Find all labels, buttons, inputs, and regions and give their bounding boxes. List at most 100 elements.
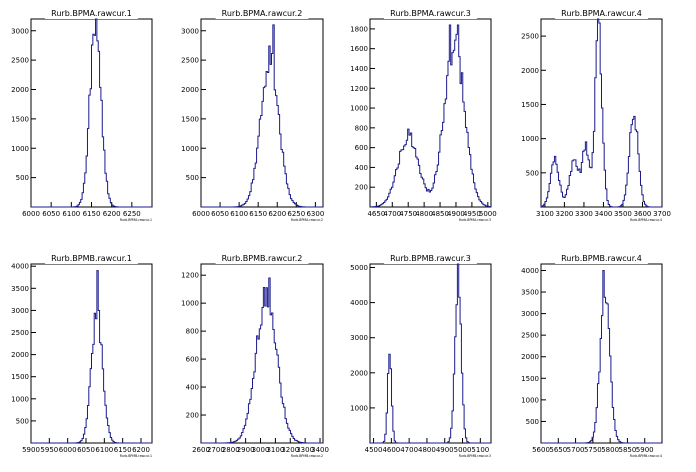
panel-title: Rurb.BPMB.rawcur.1 [51, 254, 132, 263]
y-tick-label: 800 [355, 124, 368, 132]
x-tick-label: 3400 [311, 446, 329, 454]
x-tick-label: 6300 [306, 210, 324, 218]
x-tick-label: 5800 [601, 446, 619, 454]
y-tick-label: 1000 [11, 145, 29, 153]
y-tick-label: 2000 [350, 369, 368, 377]
x-tick-label: 4900 [436, 446, 454, 454]
y-tick-label: 2500 [11, 329, 29, 337]
y-tick-label: 1000 [521, 396, 539, 404]
x-tick-label: 6150 [249, 210, 267, 218]
x-tick-label: 3000 [252, 446, 270, 454]
histogram-series [201, 24, 323, 208]
x-tick-label: 3400 [595, 210, 613, 218]
x-tick-label: 6250 [287, 210, 305, 218]
panel-title: Rurb.BPMA.rawcur.3 [390, 9, 471, 18]
y-tick-label: 1800 [350, 25, 368, 33]
y-tick-label: 1600 [350, 45, 368, 53]
y-tick-label: 1000 [521, 135, 539, 143]
y-tick-label: 2000 [181, 86, 199, 94]
y-tick-label: 600 [186, 356, 199, 364]
x-tick-label: 3100 [536, 210, 554, 218]
x-tick-label: 5750 [584, 446, 602, 454]
x-tick-label: 5900 [22, 446, 40, 454]
y-tick-label: 3000 [521, 310, 539, 318]
histogram-series [540, 18, 662, 208]
y-tick-label: 1200 [181, 272, 199, 280]
y-tick-label: 2500 [521, 332, 539, 340]
x-tick-label: 4700 [383, 210, 401, 218]
y-tick-label: 1500 [181, 115, 199, 123]
y-tick-label: 3500 [11, 285, 29, 293]
title-box [384, 7, 477, 19]
y-tick-label: 1500 [11, 373, 29, 381]
x-axis-label: Rurb.BPMB.rawcur.2 [291, 454, 323, 458]
y-tick-label: 600 [355, 144, 368, 152]
title-box [215, 7, 309, 19]
y-tick-label: 1500 [11, 115, 29, 123]
histogram-panel-2: Rurb.BPMA.rawcur.2 6000 6050 6100 6150 6200 62… [181, 7, 324, 222]
histogram-panel-3: Rurb.BPMA.rawcur.34650470047504800485049… [350, 7, 497, 222]
x-tick-label: 5600 [532, 446, 550, 454]
y-tick-label: 2000 [11, 351, 29, 359]
y-tick-label: 3000 [181, 27, 199, 35]
y-tick-label: 500 [16, 417, 29, 425]
y-tick-label: 1000 [181, 145, 199, 153]
x-tick-label: 2900 [237, 446, 255, 454]
y-tick-label: 1000 [181, 300, 199, 308]
histogram-panel-8: Rurb.BPMB.rawcur.4 5600 5650 5700 5750 5800 58… [521, 252, 663, 458]
x-tick-label: 6200 [103, 210, 121, 218]
y-tick-label: 200 [186, 412, 199, 420]
y-tick-label: 5000 [350, 264, 368, 272]
y-tick-label: 1500 [521, 101, 539, 109]
x-tick-label: 6000 [59, 446, 77, 454]
panel-title: Rurb.BPMB.rawcur.2 [222, 254, 303, 263]
plot-frame [200, 263, 324, 444]
panel-title: Rurb.BPMA.rawcur.2 [222, 9, 303, 18]
x-tick-label: 3200 [281, 446, 299, 454]
histogram-series [31, 18, 152, 208]
plot-frame [540, 18, 663, 208]
x-tick-label: 6050 [211, 210, 229, 218]
x-tick-label: 5100 [471, 446, 489, 454]
x-tick-label: 5000 [454, 446, 472, 454]
y-tick-label: 3000 [11, 307, 29, 315]
x-tick-label: 4850 [431, 210, 449, 218]
y-tick-label: 2500 [181, 57, 199, 65]
y-tick-label: 500 [186, 174, 199, 182]
y-tick-label: 2500 [521, 33, 539, 41]
title-box [45, 252, 138, 264]
histogram-series [369, 24, 492, 208]
x-axis-label: Rurb.BPMB.rawcur.3 [459, 454, 491, 458]
x-tick-label: 6000 [192, 210, 210, 218]
panel-title: Rurb.BPMB.rawcur.4 [561, 254, 642, 263]
y-tick-label: 500 [526, 418, 539, 426]
x-axis-label: Rurb.BPMA.rawcur.4 [630, 218, 662, 222]
x-tick-label: 3300 [575, 210, 593, 218]
x-tick-label: 3100 [266, 446, 284, 454]
x-tick-label: 6250 [123, 210, 141, 218]
histogram-panel-4: Rurb.BPMA.rawcur.4 3100 3200 3300 3400 3500 36… [521, 7, 671, 222]
plot-frame [540, 263, 663, 444]
x-tick-label: 3600 [634, 210, 652, 218]
y-tick-label: 500 [526, 169, 539, 177]
y-tick-label: 1400 [350, 65, 368, 73]
y-tick-label: 3000 [350, 334, 368, 342]
x-tick-label: 2600 [192, 446, 210, 454]
x-axis-label: Rurb.BPMB.rawcur.1 [120, 454, 152, 458]
histogram-series [541, 269, 662, 444]
y-tick-label: 2500 [11, 57, 29, 65]
x-tick-label: 3700 [653, 210, 671, 218]
histogram-series [201, 277, 323, 444]
histogram-panel-5: Rurb.BPMB.rawcur.1 5900 5950 6000 6050 6100 61… [11, 252, 153, 458]
x-tick-label: 5900 [636, 446, 654, 454]
y-tick-label: 400 [186, 384, 199, 392]
y-tick-label: 800 [186, 328, 199, 336]
x-tick-label: 5000 [479, 210, 497, 218]
x-tick-label: 3300 [296, 446, 314, 454]
x-tick-label: 3200 [556, 210, 574, 218]
panel-title: Rurb.BPMA.rawcur.1 [51, 9, 132, 18]
y-tick-label: 1000 [350, 105, 368, 113]
y-tick-label: 1000 [11, 395, 29, 403]
x-tick-label: 6050 [77, 446, 95, 454]
